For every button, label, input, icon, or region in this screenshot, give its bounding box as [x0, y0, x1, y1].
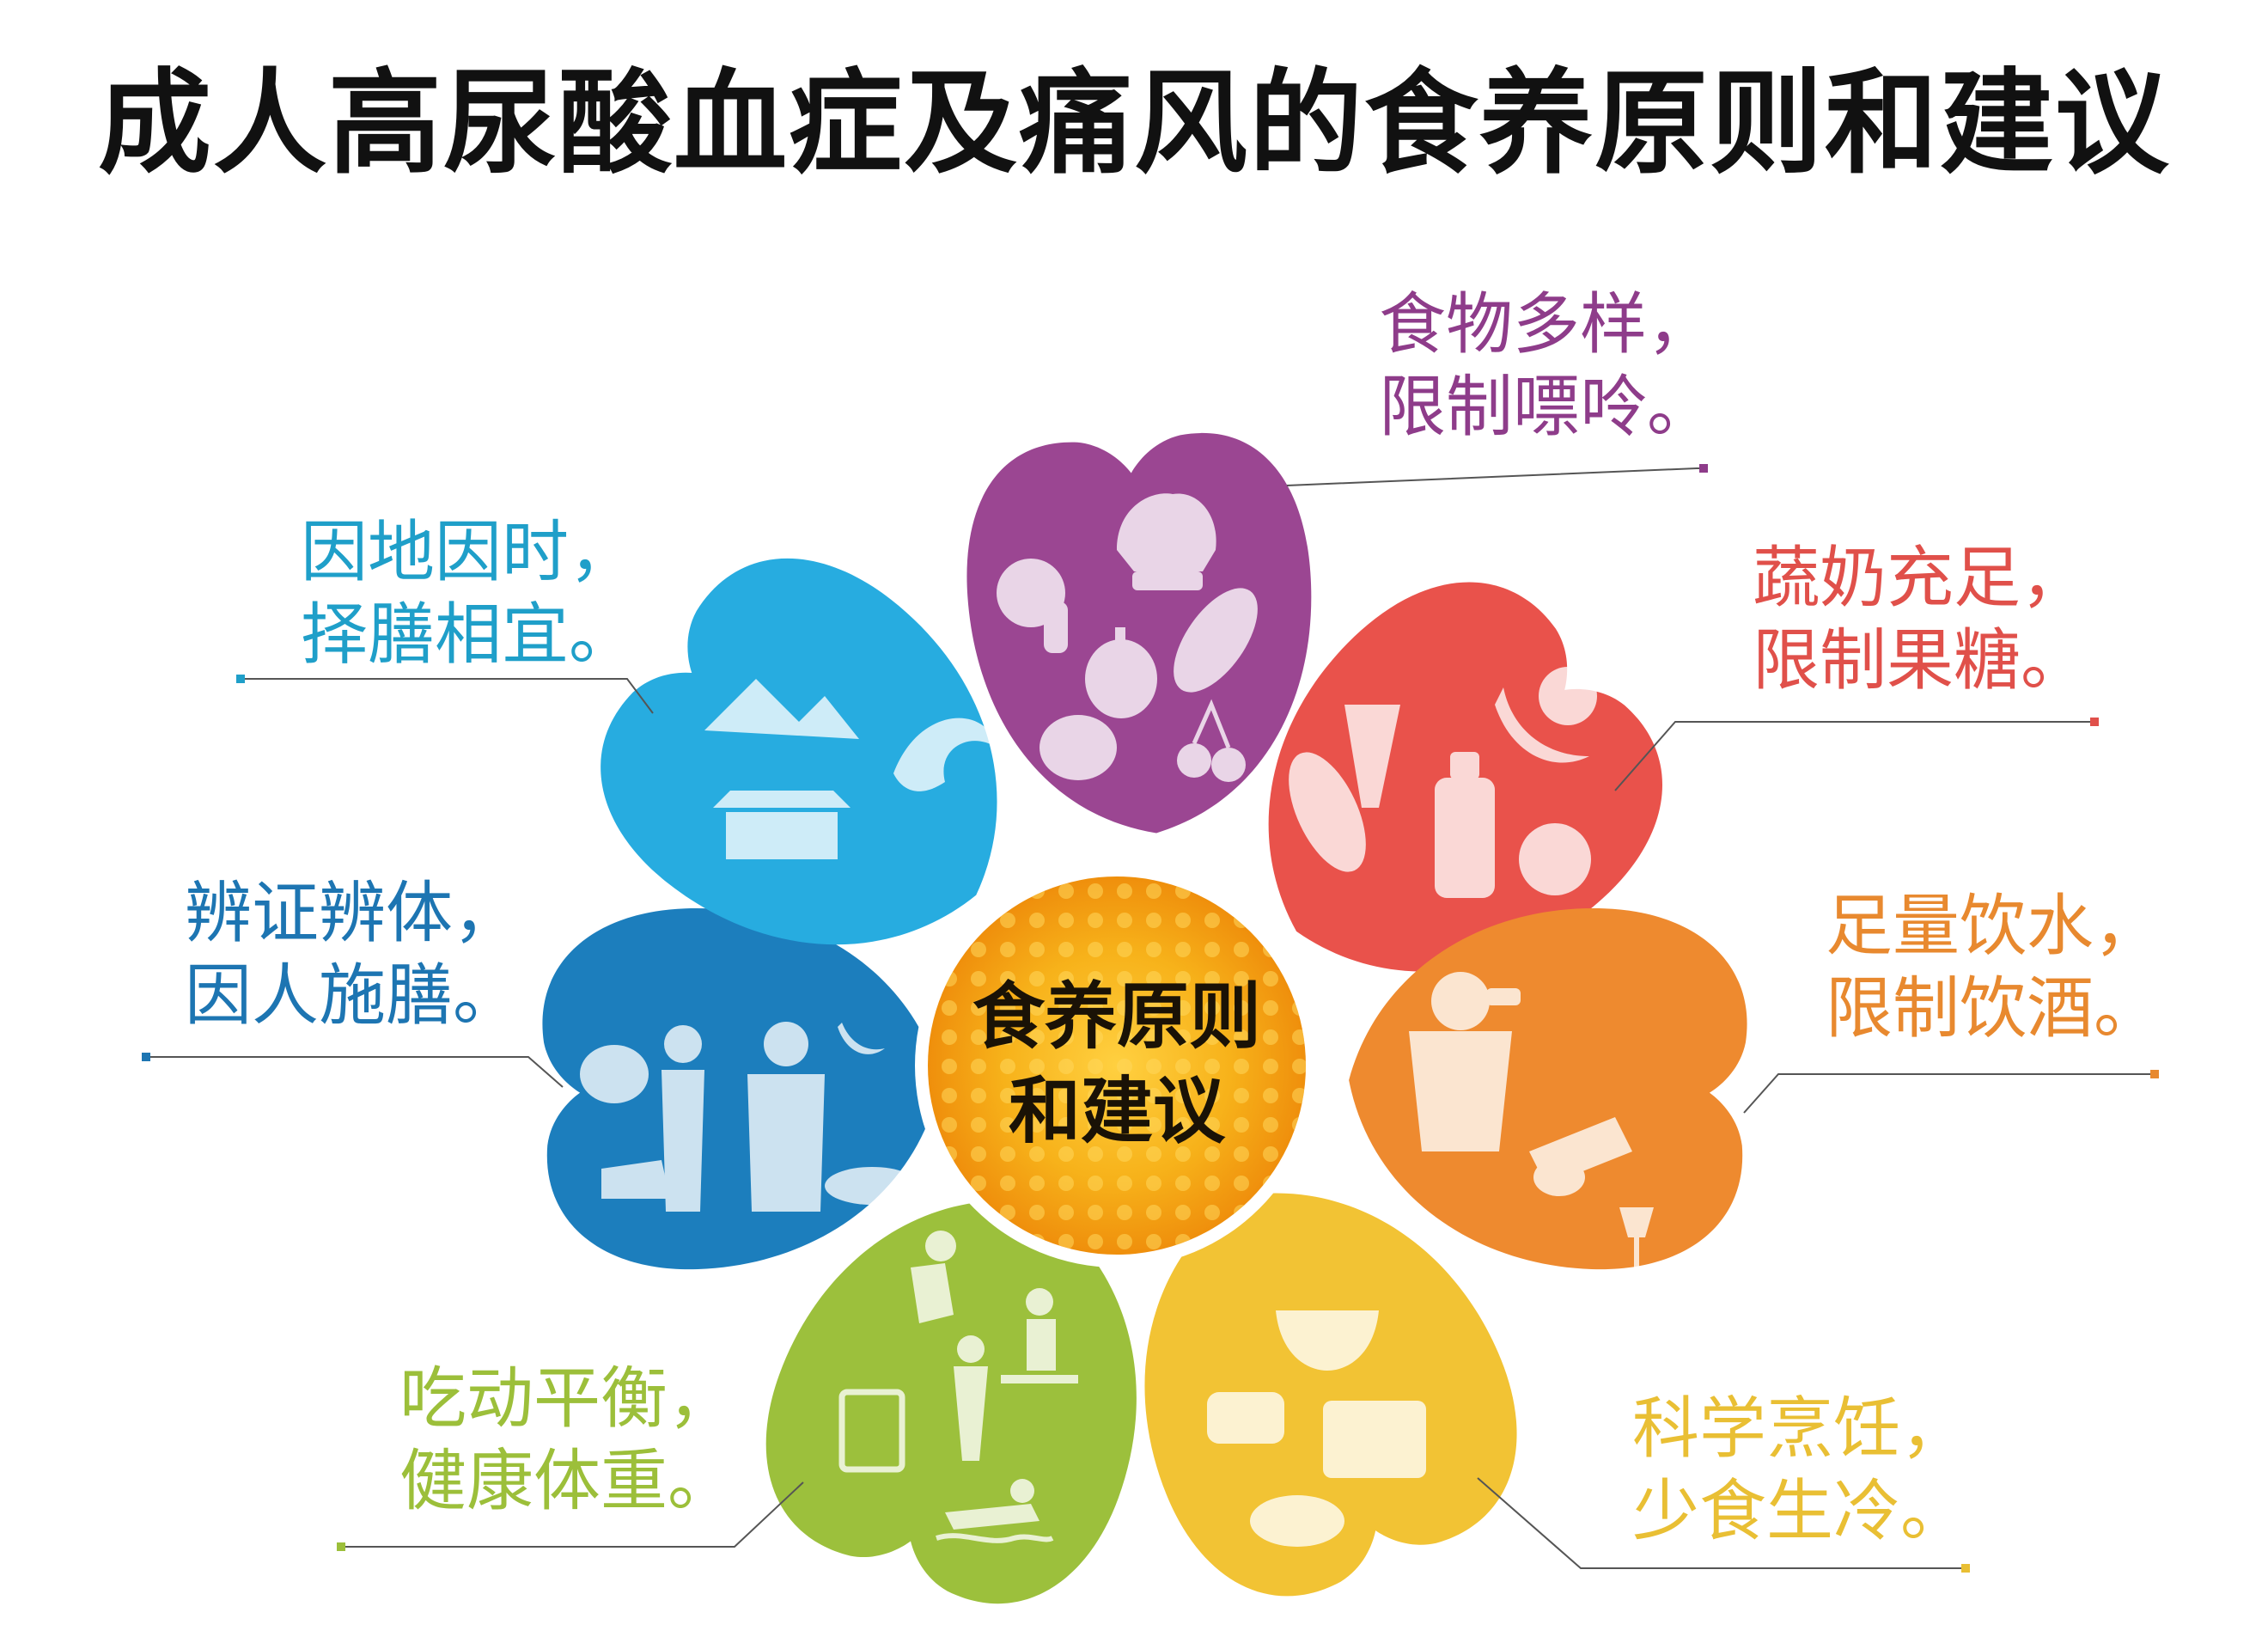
principle-line1: 食物多样， [1379, 286, 1715, 363]
leader-line-red [1614, 721, 2096, 791]
mushroom-icon [997, 559, 1068, 653]
principle-line2: 择膳相宜。 [301, 596, 637, 674]
principle-line1: 蔬奶充足， [1753, 540, 2088, 617]
scale-icon [838, 1389, 905, 1473]
swimmer-icon [936, 1479, 1054, 1543]
principle-line2: 限制果糖。 [1753, 622, 2088, 699]
orange-icon [1539, 667, 1597, 725]
principle-line1: 科学烹饪， [1632, 1390, 1968, 1468]
leader-dot-cyan [236, 675, 245, 683]
roast-chicken-icon [1250, 1495, 1344, 1547]
principle-line1: 足量饮水， [1826, 888, 2161, 965]
leader-line-purple [1286, 467, 1705, 486]
principle-label-yellow: 科学烹饪， 少食生冷。 [1632, 1388, 1967, 1553]
shoe-icon [601, 1160, 670, 1199]
cherry-icon [1177, 699, 1246, 782]
corn-icon [1289, 752, 1366, 872]
page-title: 成人高尿酸血症及痛风的食养原则和建议 [98, 58, 2170, 190]
stretching-person-icon [954, 1335, 988, 1461]
petal-place-time [601, 558, 997, 945]
wine-glass-icon [1619, 1207, 1654, 1272]
principle-line1: 吃动平衡， [399, 1360, 735, 1438]
banana-icon [838, 1023, 885, 1054]
man-drinking-icon [1409, 972, 1521, 1151]
principle-line2: 限制饮酒。 [1826, 970, 2161, 1047]
leader-dot-yellow [1961, 1564, 1970, 1573]
eggplant-icon [1174, 588, 1258, 693]
leader-line-orange [1743, 1073, 2156, 1114]
leader-line-cyan [241, 678, 654, 714]
seashell-icon [1117, 493, 1216, 590]
principle-label-blue: 辨证辨体， 因人施膳。 [185, 872, 520, 1037]
petal-foods-purine [966, 433, 1312, 834]
garlic-icon [1085, 627, 1157, 718]
tomato-icon [1519, 823, 1591, 895]
principle-line2: 限制嘌呤。 [1379, 369, 1715, 446]
principle-label-red: 蔬奶充足， 限制果糖。 [1753, 537, 2088, 702]
leader-dot-purple [1699, 464, 1708, 473]
principle-label-orange: 足量饮水， 限制饮酒。 [1826, 885, 2161, 1050]
pot-icon [1323, 1401, 1426, 1478]
heavy-body-icon [747, 1022, 825, 1212]
center-label: 食养原则 和建议 [928, 969, 1306, 1158]
principle-line2: 因人施膳。 [185, 957, 521, 1035]
principle-line2: 少食生冷。 [1632, 1473, 1968, 1550]
leader-dot-red [2090, 718, 2099, 726]
leader-dot-orange [2150, 1070, 2159, 1078]
milk-bottle-icon [1435, 752, 1495, 898]
leader-dot-green [337, 1542, 345, 1551]
leader-dot-blue [142, 1053, 150, 1061]
carrot-icon [1344, 705, 1400, 808]
teacup-icon [1207, 1392, 1284, 1444]
principle-line1: 辨证辨体， [185, 875, 521, 952]
mountains-icon [704, 679, 859, 739]
hand-pouring-icon [1529, 1117, 1632, 1196]
leader-line-yellow [1477, 1477, 1967, 1569]
steaming-bowl-icon [1276, 1310, 1379, 1371]
principle-label-green: 吃动平衡， 健康体重。 [399, 1358, 735, 1523]
petal-cooking [1144, 1193, 1517, 1597]
principle-line2: 健康体重。 [399, 1443, 735, 1520]
center-label-line1: 食养原则 [972, 974, 1261, 1059]
treadmill-icon [1001, 1288, 1078, 1383]
banana-icon [1495, 687, 1589, 763]
wave-icon [893, 718, 997, 791]
egg-icon [1040, 715, 1117, 780]
pumpkin-icon [580, 1045, 649, 1103]
center-circle [915, 864, 1319, 1267]
slim-body-icon [662, 1025, 704, 1212]
runner-icon [911, 1231, 956, 1323]
center-label-line2: 和建议 [1008, 1069, 1225, 1153]
principle-label-purple: 食物多样， 限制嘌呤。 [1379, 284, 1714, 449]
leader-line-blue [146, 1056, 564, 1088]
temple-icon [713, 791, 850, 859]
fish-icon [825, 1167, 919, 1205]
leader-line-green [339, 1481, 804, 1548]
principle-line1: 因地因时， [301, 514, 637, 591]
principle-label-cyan: 因地因时， 择膳相宜。 [301, 511, 636, 676]
